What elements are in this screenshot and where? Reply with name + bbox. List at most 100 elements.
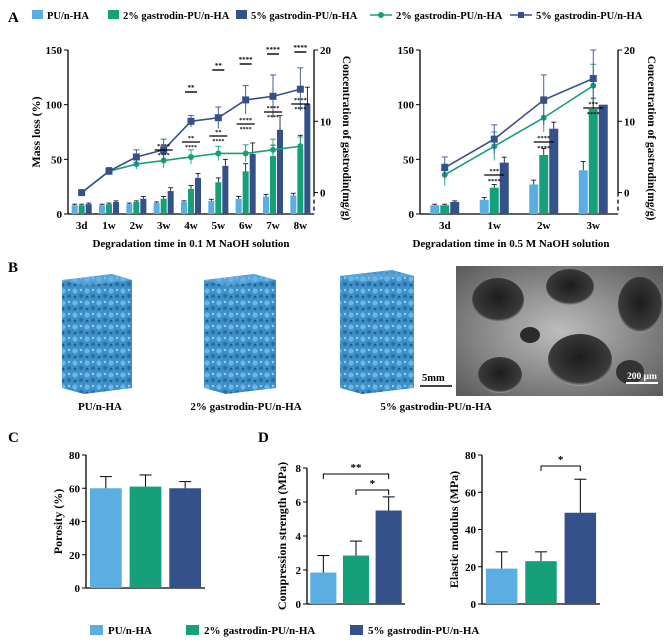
- legend-swatch-2pct: [108, 10, 119, 19]
- legend-marker-2pct: [378, 12, 384, 18]
- y2-tick-label: 20: [624, 45, 636, 57]
- bar: [578, 170, 588, 214]
- x-tick-label: 1w: [102, 220, 116, 232]
- significance-label: ****: [537, 135, 550, 142]
- line-point: [297, 143, 304, 150]
- line-point: [105, 167, 113, 175]
- bar: [222, 165, 229, 214]
- y2-tick-label: 0: [624, 188, 630, 200]
- significance-label: ****: [212, 139, 224, 145]
- y-axis-title: Compression strength (MPa): [275, 462, 289, 610]
- y-tick-label: 0: [409, 209, 415, 221]
- significance-label: ****: [240, 127, 252, 133]
- significance-label: ***: [588, 101, 598, 108]
- legend-swatch-5pct: [236, 10, 247, 19]
- x-tick-label: 3d: [76, 220, 88, 232]
- panel-label-b: B: [8, 260, 18, 276]
- bottom-legend: PU/n-HA 2% gastrodin-PU/n-HA 5% gastrodi…: [90, 625, 479, 637]
- y-tick-label: 8: [296, 463, 302, 475]
- x-tick-label: 8w: [294, 220, 308, 232]
- y-tick-label: 50: [403, 154, 415, 166]
- y-tick-label: 60: [465, 487, 477, 499]
- significance-label: ****: [239, 117, 252, 124]
- x-tick-label: 1w: [488, 220, 502, 232]
- line-point: [214, 114, 222, 122]
- significance-bracket: [540, 465, 581, 471]
- y-tick-label: 80: [465, 450, 477, 462]
- x-axis-title: Degradation time in 0.5 M NaOH solution: [412, 238, 609, 250]
- bar: [187, 188, 195, 214]
- x-tick-label: 2w: [537, 220, 551, 232]
- legend-line-label-2pct: 2% gastrodin-PU/n-HA: [396, 11, 503, 22]
- line-point: [296, 85, 304, 93]
- bar: [277, 129, 284, 214]
- bar: [290, 195, 297, 214]
- bar: [215, 182, 222, 214]
- bar: [529, 184, 539, 214]
- chart-c-porosity: 0 20 40 60 80 Porosity (%): [51, 450, 205, 595]
- y-axis-title: Mass loss (%): [29, 96, 43, 167]
- legend-label-pu: PU/n-HA: [47, 11, 89, 22]
- series-line: [444, 77, 594, 169]
- scaffold-3d-2pct: [204, 274, 276, 394]
- significance-label: ****: [488, 178, 501, 185]
- significance-bracket: [355, 489, 390, 495]
- line-point: [270, 146, 276, 153]
- y-tick-label: 100: [398, 100, 415, 112]
- y-tick-label: 20: [465, 562, 477, 574]
- line-point: [540, 96, 548, 104]
- y-tick-label: 2: [296, 565, 302, 577]
- bar: [262, 196, 269, 214]
- significance-label: ****: [157, 143, 170, 150]
- y-tick-label: 150: [46, 45, 63, 57]
- line-point: [188, 153, 194, 160]
- significance-label: ****: [266, 46, 281, 54]
- y2-axis-title: Concentration of gastrodin(mg/g): [645, 56, 657, 221]
- bar: [485, 568, 518, 604]
- bar: [430, 205, 440, 214]
- bar: [169, 488, 202, 588]
- bar: [71, 205, 78, 214]
- x-tick-label: 3w: [587, 220, 601, 232]
- y2-tick-label: 20: [320, 45, 332, 57]
- bar: [235, 198, 242, 214]
- bar: [499, 162, 509, 214]
- bar: [153, 203, 160, 214]
- significance-label: ****: [267, 105, 280, 112]
- bar: [195, 177, 202, 214]
- chart-d2-elastic: 0 20 40 60 80 Elastic modulus (MPa) *: [447, 450, 600, 611]
- y-tick-label: 4: [296, 531, 302, 543]
- panel-label-d: D: [258, 430, 269, 446]
- y-tick-label: 100: [46, 100, 63, 112]
- significance-label: ****: [267, 115, 279, 121]
- significance-label: ****: [158, 153, 170, 159]
- bar: [126, 204, 133, 214]
- legend-line-label-5pct: 5% gastrodin-PU/n-HA: [536, 11, 643, 22]
- significance-label: ****: [239, 56, 254, 64]
- x-tick-label: 3d: [439, 220, 451, 232]
- caption-2pct: 2% gastrodin-PU/n-HA: [190, 401, 301, 413]
- y-tick-label: 50: [51, 154, 63, 166]
- significance-label: **: [215, 62, 223, 70]
- x-tick-label: 6w: [239, 220, 253, 232]
- bar: [242, 171, 249, 214]
- legend-marker-5pct: [518, 12, 524, 18]
- significance-label: ****: [587, 111, 600, 118]
- y2-axis-title: Concentration of gastrodin(mg/g): [340, 56, 352, 221]
- x-tick-label: 4w: [184, 220, 198, 232]
- scale-bar-3d-label: 5mm: [422, 373, 445, 384]
- line-point: [242, 96, 250, 104]
- y2-tick-label: 0: [320, 188, 326, 200]
- bar: [588, 109, 598, 214]
- bar: [342, 555, 370, 604]
- line-point: [269, 92, 277, 100]
- bar: [208, 200, 215, 214]
- bar: [89, 488, 122, 588]
- bar: [304, 103, 311, 214]
- bar: [113, 201, 120, 214]
- bar: [489, 187, 499, 214]
- significance-label: *: [370, 478, 376, 490]
- panel-label-c: C: [8, 430, 19, 446]
- bar: [78, 205, 85, 214]
- significance-label: ****: [185, 145, 197, 151]
